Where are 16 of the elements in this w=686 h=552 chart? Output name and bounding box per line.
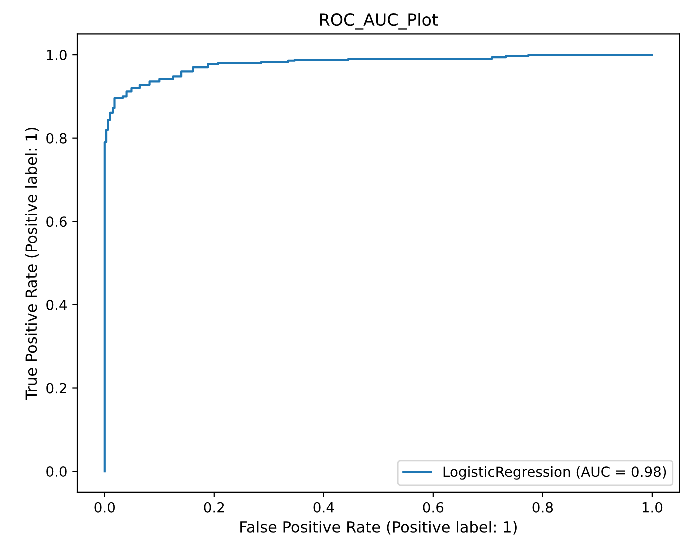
legend-label: LogisticRegression (AUC = 0.98) (444, 466, 666, 480)
chart-title: ROC_AUC_Plot (320, 13, 438, 30)
x-tick-label: 0.2 (204, 502, 224, 513)
y-tick-label: 0.0 (46, 466, 67, 478)
y-tick-label: 0.8 (46, 133, 67, 144)
y-tick-label: 0.2 (46, 383, 66, 394)
y-tick-label: 0.4 (46, 300, 68, 310)
x-tick-label: 0.0 (94, 502, 116, 513)
y-tick-label: 0.6 (46, 216, 67, 228)
x-tick-label: 0.6 (423, 502, 444, 513)
y-axis-title: True Positive Rate (Positive label: 1) (25, 128, 39, 400)
x-axis-title: False Positive Rate (Positive label: 1) (240, 521, 517, 535)
x-tick-label: 0.8 (532, 502, 554, 513)
y-tick-label: 1.0 (47, 50, 67, 61)
x-tick-label: 0.4 (314, 502, 334, 513)
x-tick-label: 1.0 (642, 502, 663, 513)
